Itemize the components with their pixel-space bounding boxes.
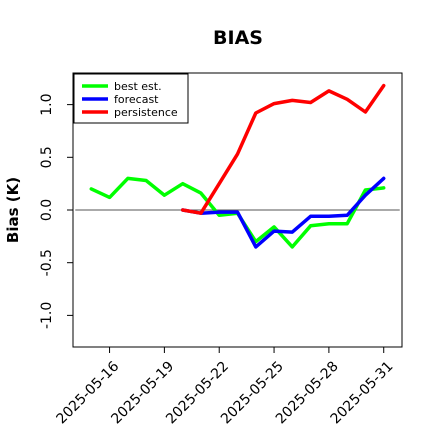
y-axis-label: Bias (K) (4, 177, 22, 243)
y-tick-label: 0.0 (39, 199, 55, 221)
y-tick-label: -1.0 (39, 302, 55, 329)
y-tick-label: 1.0 (39, 93, 55, 115)
legend-label-forecast: forecast (114, 93, 159, 106)
y-tick-label: 0.5 (39, 146, 55, 168)
series-line-forecast (180, 176, 386, 249)
chart-title: BIAS (213, 27, 263, 49)
legend-label-persistence: persistence (114, 106, 178, 119)
legend-label-best-est: best est. (114, 80, 162, 93)
y-tick-label: -0.5 (39, 249, 55, 276)
series-line-persistence (180, 83, 386, 215)
